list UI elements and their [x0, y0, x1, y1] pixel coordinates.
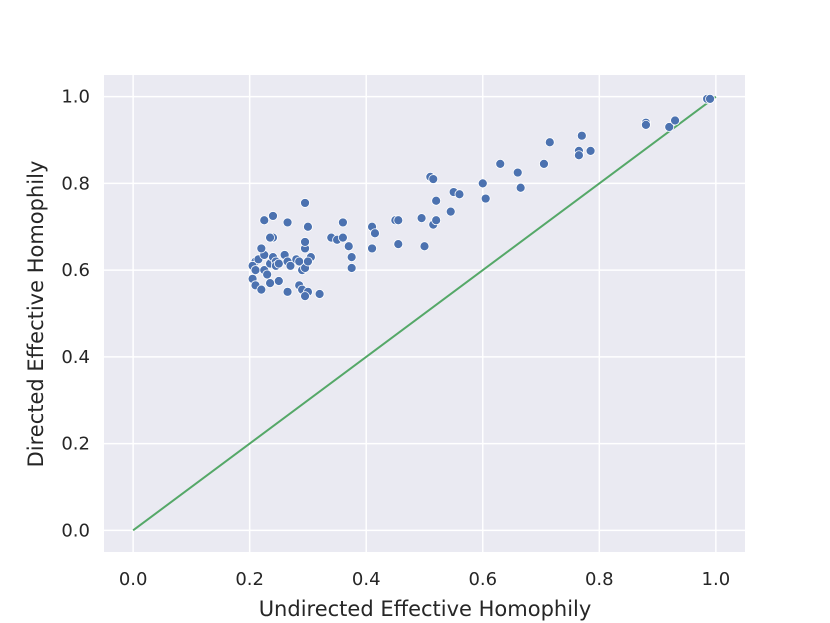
data-point-50	[370, 228, 380, 239]
x-tick-label-1: 0.2	[235, 569, 264, 590]
x-tick-label-2: 0.4	[352, 569, 381, 590]
grid-lines	[104, 75, 745, 552]
data-point-17	[273, 276, 284, 286]
data-point-77	[641, 119, 651, 130]
data-point-62	[445, 206, 456, 217]
data-point-33	[300, 291, 310, 302]
data-point-75	[585, 145, 596, 156]
data-point-58	[428, 174, 439, 184]
data-point-55	[416, 213, 427, 224]
data-point-68	[512, 167, 523, 178]
data-point-8	[256, 243, 267, 254]
data-point-56	[419, 241, 430, 252]
data-point-79	[670, 115, 680, 126]
y-axis-label: Directed Effective Homophily	[24, 161, 48, 468]
x-tick-labels: 0.0 0.2 0.4 0.6 0.8 1.0	[119, 569, 730, 590]
data-point-64	[454, 189, 465, 200]
y-tick-label-2: 0.4	[61, 347, 90, 368]
data-point-67	[495, 158, 506, 169]
data-point-36	[300, 237, 310, 247]
x-axis-label: Undirected Effective Homophily	[259, 597, 592, 621]
data-point-19	[268, 211, 278, 221]
data-point-48	[346, 263, 357, 273]
data-point-25	[282, 286, 293, 297]
reference-line	[132, 95, 717, 532]
data-point-10	[262, 269, 273, 280]
data-point-81	[705, 93, 715, 104]
y-tick-label-3: 0.6	[61, 260, 90, 281]
x-tick-label-4: 0.8	[585, 569, 614, 590]
data-point-46	[343, 241, 354, 252]
data-point-74	[576, 130, 587, 141]
y-tick-label-4: 0.8	[61, 173, 90, 194]
data-point-60	[431, 215, 442, 226]
x-tick-label-5: 1.0	[702, 569, 731, 590]
data-point-53	[393, 215, 404, 226]
data-point-47	[346, 252, 357, 263]
data-point-71	[544, 137, 555, 148]
data-point-70	[539, 158, 549, 169]
data-point-69	[515, 182, 526, 193]
data-point-40	[303, 256, 313, 267]
data-point-21	[273, 258, 284, 269]
x-tick-label-3: 0.6	[468, 569, 497, 590]
data-points	[247, 93, 715, 302]
data-point-54	[393, 239, 404, 250]
data-point-78	[664, 122, 675, 132]
data-point-45	[338, 217, 348, 228]
data-point-66	[480, 193, 491, 204]
data-point-5	[256, 284, 267, 295]
data-point-38	[300, 198, 310, 208]
data-point-73	[574, 150, 584, 161]
data-point-14	[265, 232, 275, 243]
x-tick-label-0: 0.0	[119, 569, 148, 590]
data-point-65	[477, 178, 488, 189]
data-point-61	[431, 195, 442, 206]
data-point-41	[314, 289, 325, 299]
data-point-24	[285, 260, 296, 271]
y-tick-label-0: 0.0	[61, 520, 90, 541]
y-tick-label-1: 0.2	[61, 434, 90, 455]
data-point-2	[250, 265, 261, 276]
data-point-18	[265, 278, 275, 289]
data-point-37	[303, 221, 313, 232]
y-tick-label-5: 1.0	[61, 87, 90, 108]
data-point-44	[338, 232, 348, 243]
data-point-26	[282, 217, 293, 228]
data-point-20	[259, 215, 270, 226]
y-tick-labels: 0.0 0.2 0.4 0.6 0.8 1.0	[61, 87, 90, 542]
data-point-51	[367, 243, 377, 254]
